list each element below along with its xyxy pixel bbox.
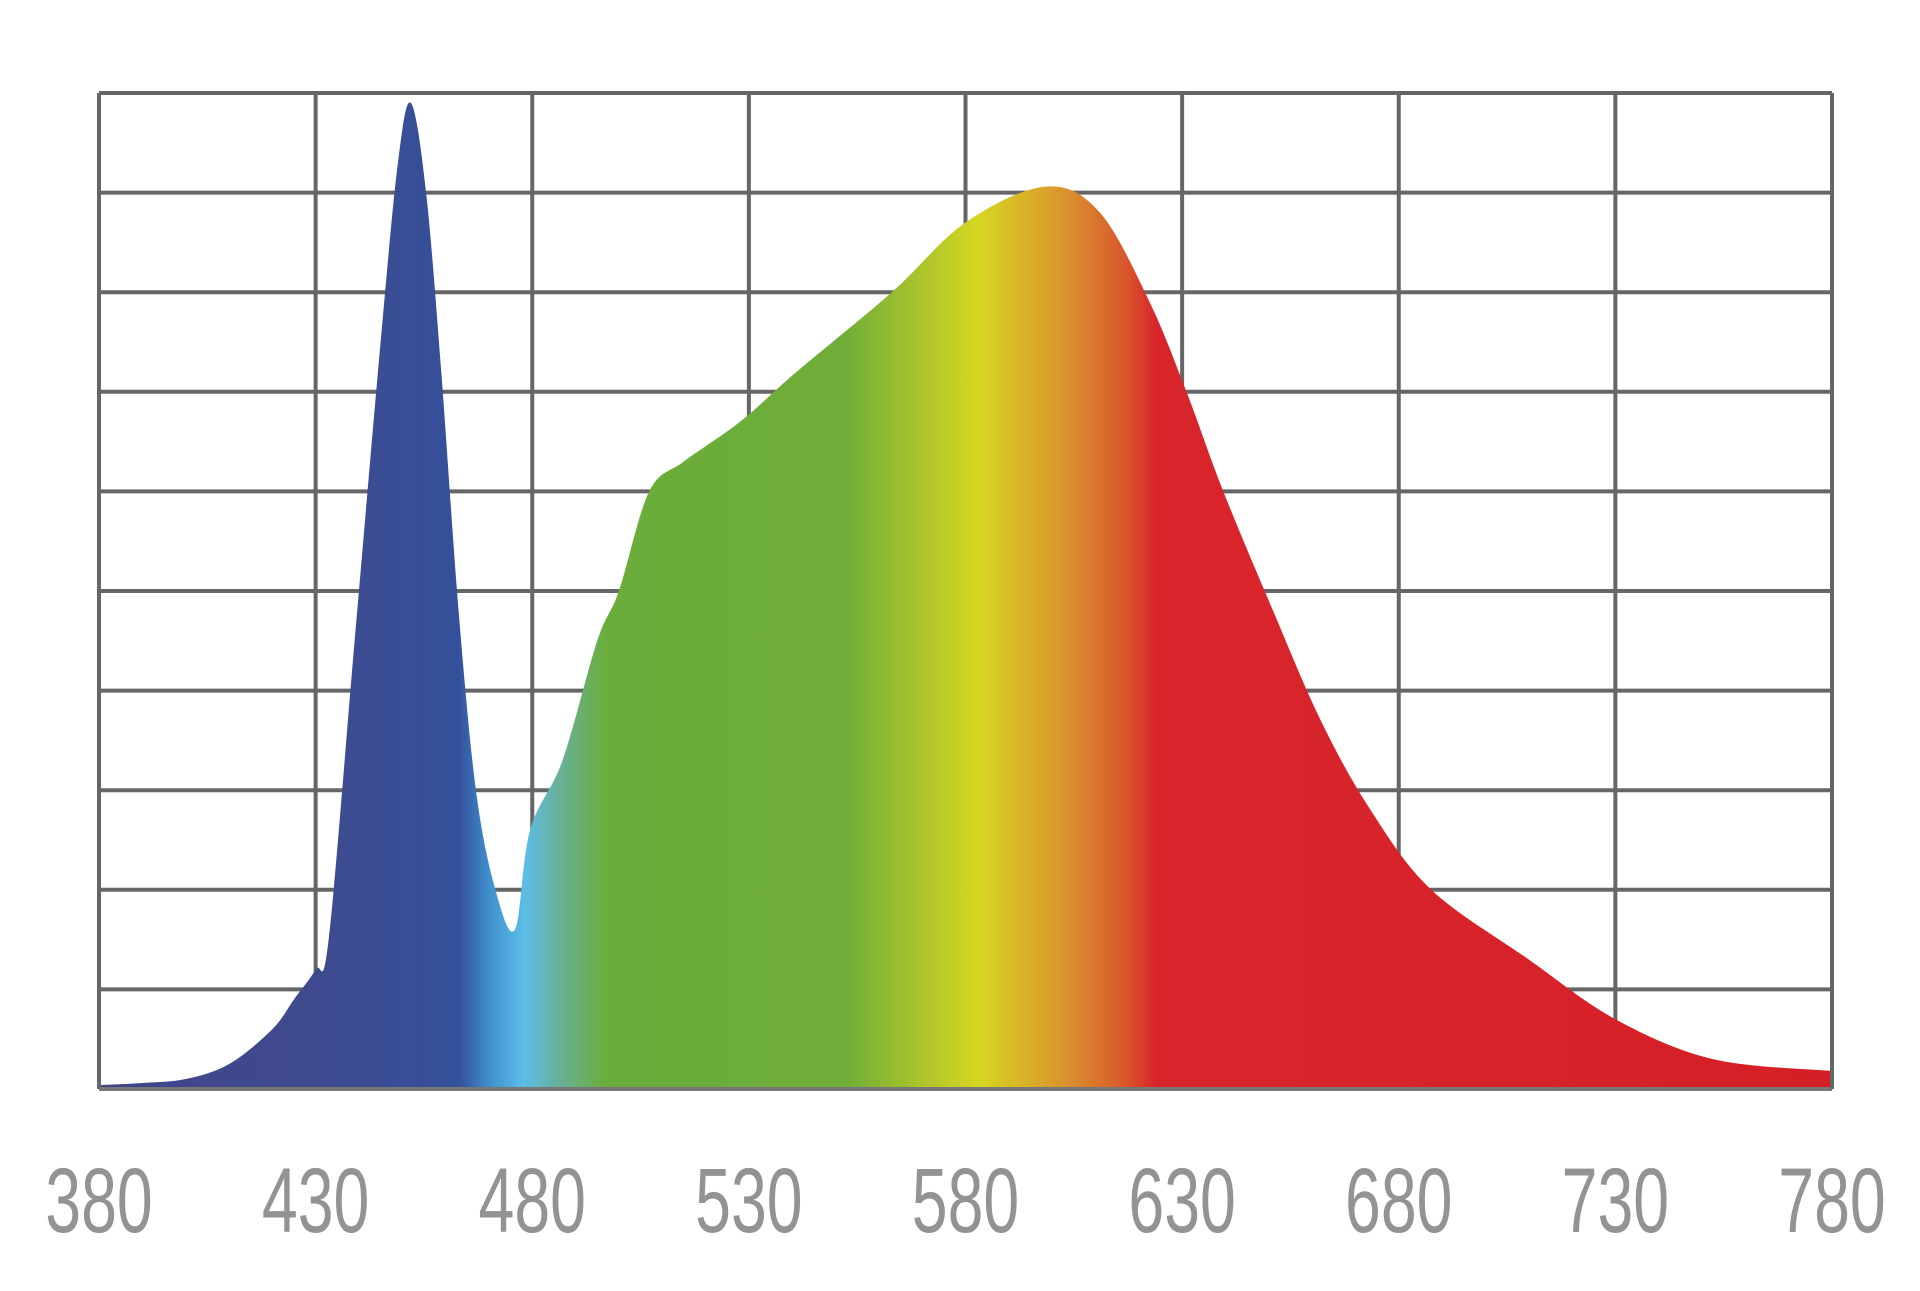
- x-tick-label: 680: [1345, 1149, 1452, 1252]
- spectrum-area: [99, 102, 1832, 1089]
- x-tick-label: 380: [45, 1149, 152, 1252]
- x-tick-label: 480: [479, 1149, 586, 1252]
- plot-frame: [97, 93, 1834, 1091]
- x-tick-label: 630: [1128, 1149, 1235, 1252]
- x-tick-label: 780: [1778, 1149, 1885, 1252]
- x-tick-label: 530: [695, 1149, 802, 1252]
- x-tick-label: 430: [262, 1149, 369, 1252]
- x-tick-label: 730: [1562, 1149, 1669, 1252]
- x-tick-labels: 380 430 480 530 580 630 680 730 780: [45, 1149, 1885, 1252]
- x-tick-label: 580: [912, 1149, 1019, 1252]
